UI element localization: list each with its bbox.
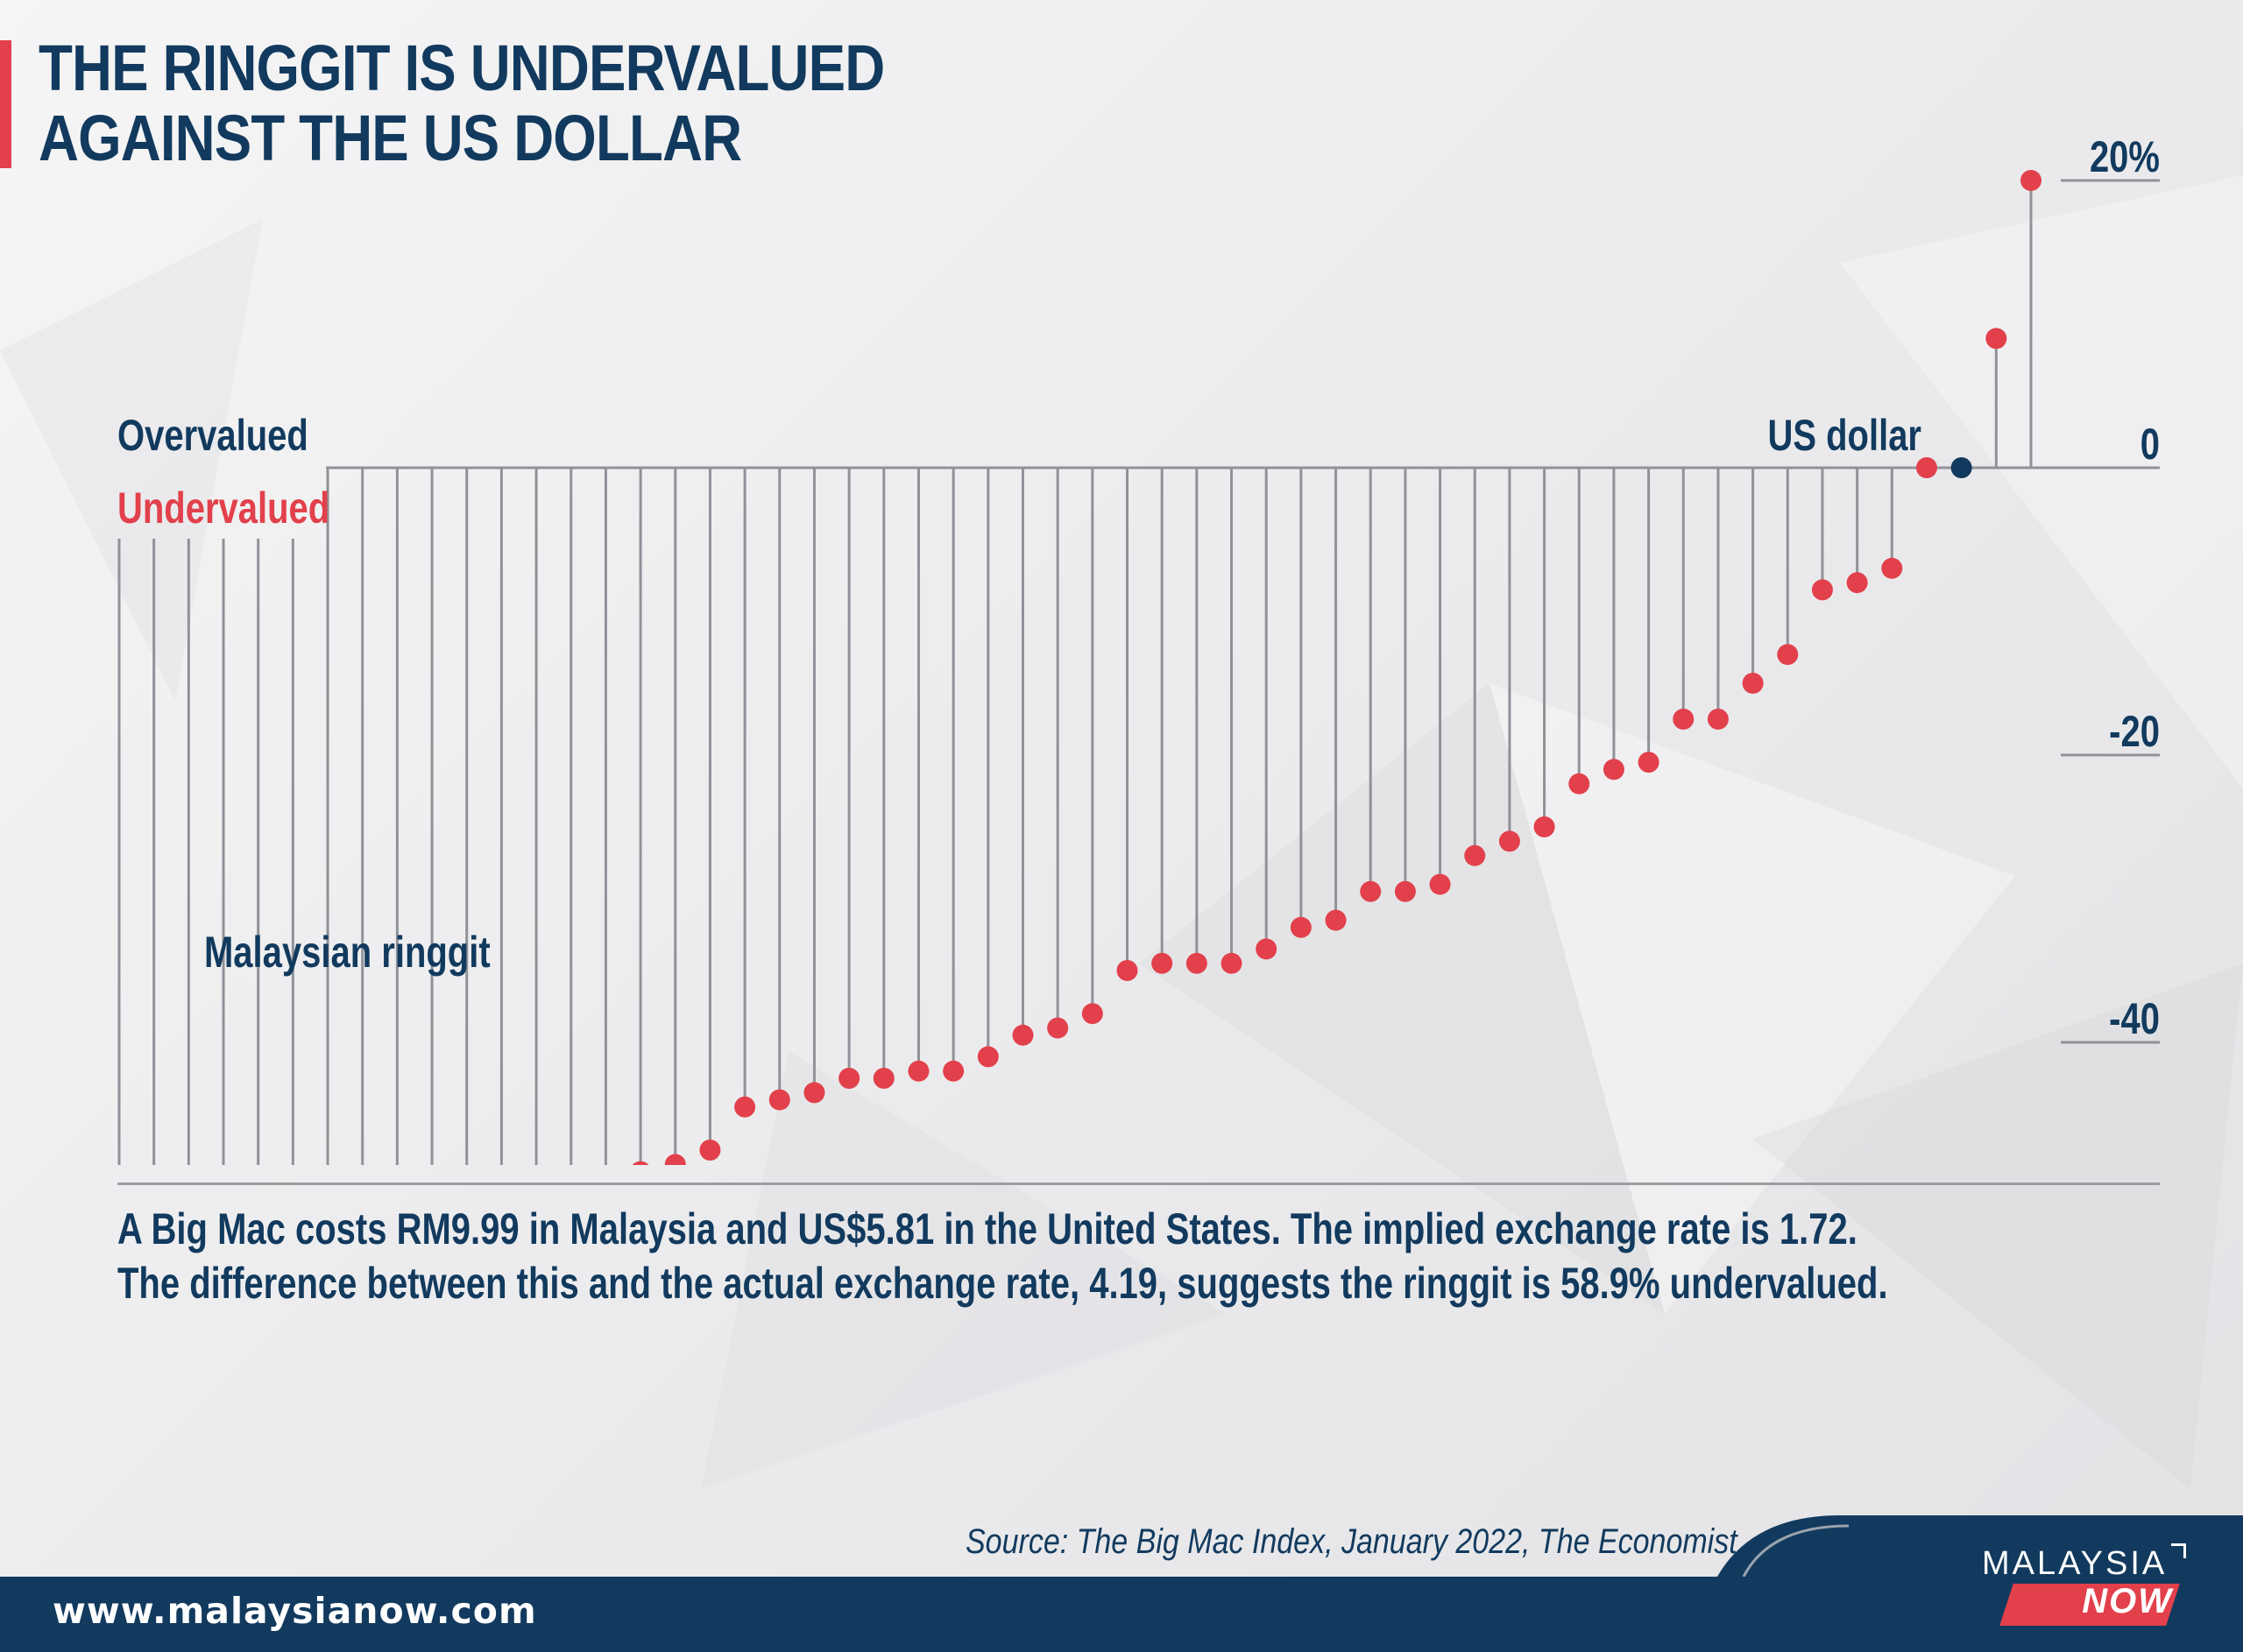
data-point	[1915, 457, 1937, 478]
data-point	[699, 1140, 721, 1161]
data-point	[1151, 952, 1173, 974]
data-point	[838, 1068, 860, 1089]
data-point	[1638, 752, 1659, 773]
data-point	[1846, 572, 1868, 594]
title-accent-bar	[0, 40, 11, 168]
logo-text-bottom: NOW	[2082, 1582, 2173, 1620]
data-point	[734, 1096, 756, 1118]
data-point	[1811, 579, 1833, 601]
website-link[interactable]: www.malaysianow.com	[53, 1590, 537, 1632]
data-point	[803, 1082, 825, 1104]
data-point	[664, 1154, 686, 1165]
data-point	[1185, 952, 1207, 974]
y-tick-label: -20	[2109, 707, 2160, 756]
data-point	[2020, 170, 2041, 191]
data-point	[1012, 1024, 1034, 1046]
data-point	[1985, 328, 2007, 349]
data-point	[1533, 816, 1555, 837]
overvalued-label: Overvalued	[117, 411, 308, 460]
lollipop-chart: 20%0-20-40-60 Overvalued Undervalued Mal…	[117, 132, 2160, 1165]
data-point	[908, 1060, 930, 1082]
undervalued-label: Undervalued	[117, 484, 329, 533]
annotation-label: US dollar	[1767, 411, 1921, 460]
data-point	[1777, 644, 1799, 666]
data-point	[1325, 909, 1347, 931]
footer-bar	[0, 1577, 2243, 1652]
y-tick-label: 0	[2140, 420, 2160, 469]
note-line-1: A Big Mac costs RM9.99 in Malaysia and U…	[117, 1204, 1857, 1253]
data-point	[1429, 873, 1451, 895]
logo-corner-mark	[2171, 1543, 2186, 1558]
source-credit: Source: The Big Mac Index, January 2022,…	[966, 1522, 1746, 1561]
logo-text-top: MALAYSIA	[1982, 1545, 2168, 1582]
footer-curve	[1717, 1515, 2243, 1594]
title-line-2: AGAINST THE US DOLLAR	[39, 102, 742, 174]
data-point	[1568, 773, 1590, 794]
data-point	[1116, 960, 1138, 981]
data-point	[1673, 709, 1695, 730]
data-point	[1707, 709, 1729, 730]
data-point	[943, 1060, 965, 1082]
data-point	[1394, 880, 1416, 902]
data-point	[1881, 557, 1903, 579]
explanation-note: A Big Mac costs RM9.99 in Malaysia and U…	[117, 1202, 1888, 1310]
y-tick-label: 20%	[2090, 132, 2160, 181]
data-point	[1290, 916, 1312, 938]
data-point	[977, 1046, 999, 1068]
data-point	[1256, 938, 1277, 960]
data-point	[1603, 759, 1624, 780]
annotation-label: Malaysian ringgit	[204, 928, 491, 977]
title-line-1: THE RINGGIT IS UNDERVALUED	[39, 32, 885, 104]
y-axis: 20%0-20-40-60	[2061, 132, 2160, 1044]
annotations: Malaysian ringgit US dollar	[204, 411, 1921, 977]
y-tick-label: -40	[2109, 994, 2160, 1043]
data-point	[1047, 1017, 1069, 1039]
chart-title: THE RINGGIT IS UNDERVALUED AGAINST THE U…	[39, 32, 885, 174]
data-point	[768, 1089, 790, 1111]
data-point	[1464, 844, 1486, 866]
highlighted-point	[1950, 457, 1972, 478]
note-line-2: The difference between this and the actu…	[117, 1259, 1888, 1308]
data-point	[1742, 673, 1764, 694]
data-point	[1360, 880, 1382, 902]
data-point	[873, 1068, 895, 1089]
data-point	[1498, 830, 1520, 852]
data-point	[1221, 952, 1242, 974]
data-point	[632, 1161, 649, 1165]
dots	[632, 170, 2041, 1165]
data-point	[1081, 1003, 1103, 1025]
stems	[117, 180, 2033, 1165]
divider-line	[117, 1183, 2160, 1185]
